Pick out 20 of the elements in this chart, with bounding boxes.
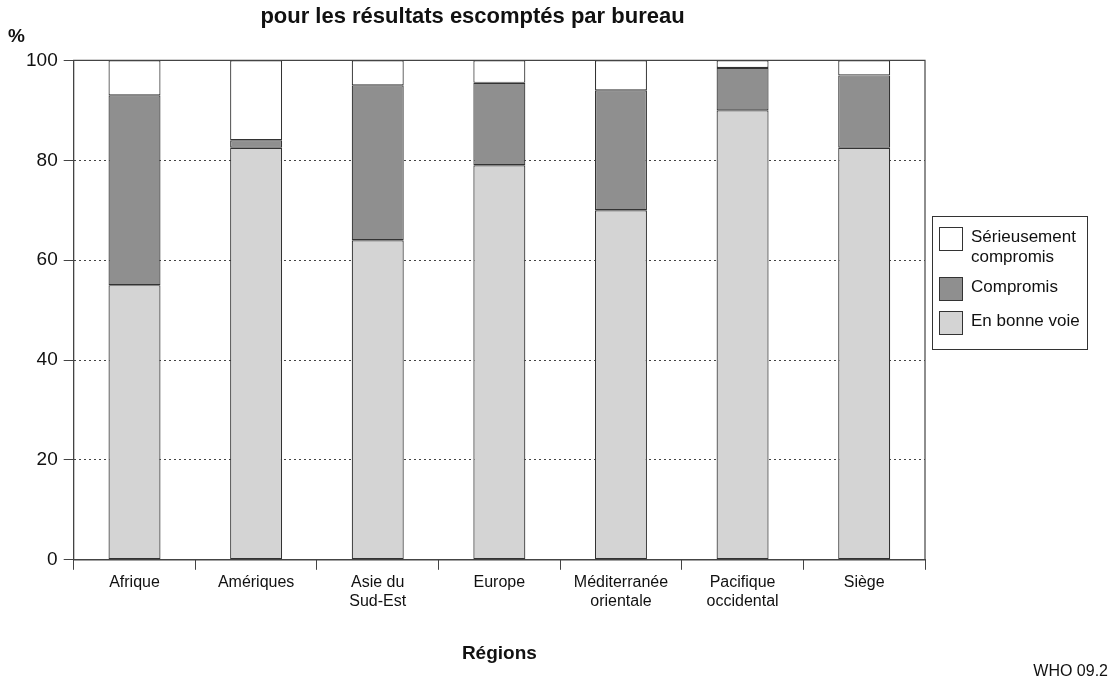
y-tick-label: 100 [26,48,58,70]
legend-label: Compromis [971,277,1058,297]
text: Sérieusement compromis [971,227,1077,267]
x-tick-label: Amériques [217,572,295,590]
legend-label: En bonne voie [971,311,1080,331]
y-tick-label: 20 [36,448,58,470]
chart-title: pour les résultats escomptés par bureau [260,3,685,29]
y-axis-title: % [8,25,25,47]
x-axis-title: Régions [461,641,537,663]
x-tick-label: Europe [473,572,526,590]
y-tick-label: 60 [36,248,58,270]
y-tick-label: 40 [36,348,58,370]
x-tick-label: Pacifique occidental [706,572,779,610]
x-tick-label: Siège [843,572,885,590]
y-tick-label: 80 [36,148,58,170]
x-tick-label: Asie du Sud-Est [349,572,407,610]
x-tick-label: Afrique [109,572,160,590]
y-tick-label: 0 [47,548,58,570]
text: WHO 09.2 [1033,662,1109,680]
x-tick-label: Méditerranée orientale [573,572,669,610]
